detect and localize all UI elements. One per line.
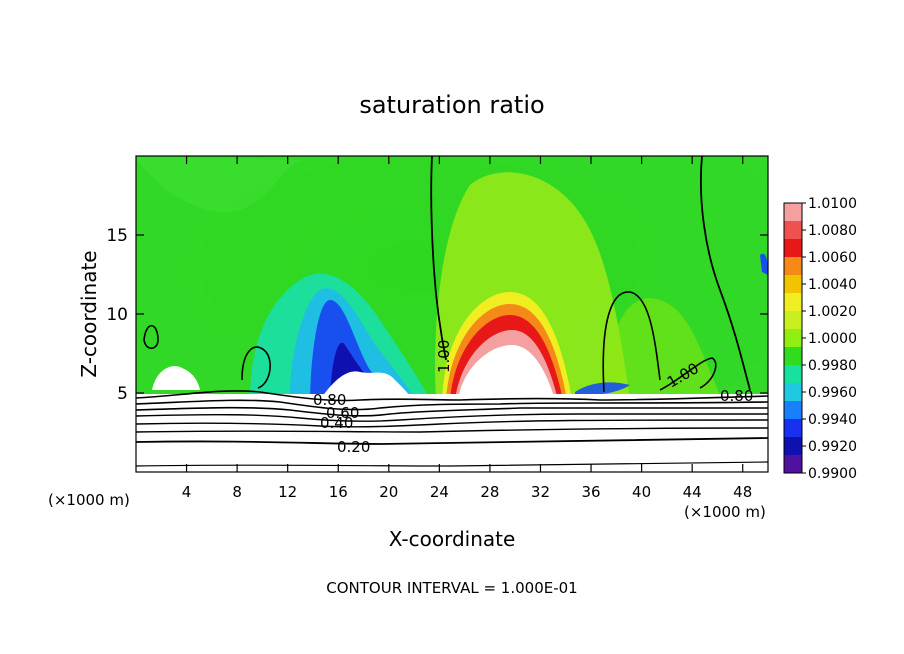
contour-0.60: [136, 406, 768, 417]
contour-label: 0.40: [320, 414, 353, 432]
x-axis-label: X-coordinate: [389, 527, 516, 551]
colorbar-label: 1.0000: [808, 331, 857, 347]
colorbar-swatch: [784, 275, 802, 294]
colorbar-swatch: [784, 401, 802, 420]
colorbar-swatch: [784, 347, 802, 366]
colorbar-swatch: [784, 293, 802, 312]
y-tick-label: 5: [117, 384, 128, 404]
field-region-yellowgreen-right: [600, 298, 720, 400]
colorbar-swatch: [784, 365, 802, 384]
x-tick-label: 16: [329, 483, 348, 501]
contour-interval-note: CONTOUR INTERVAL = 1.000E-01: [326, 579, 577, 597]
colorbar-swatch: [784, 239, 802, 258]
contour-0.70: [136, 399, 768, 411]
colorbar-swatch: [784, 329, 802, 348]
x-tick-label: 4: [182, 483, 192, 501]
contour-0.50: [136, 413, 768, 422]
chart-title: saturation ratio: [359, 91, 544, 119]
y-axis-label: Z-coordinate: [77, 250, 101, 377]
contour-closed-mid: [241, 346, 271, 389]
colorbar-swatch: [784, 311, 802, 330]
x-tick-label: 32: [531, 483, 550, 501]
x-tick-label: 40: [632, 483, 651, 501]
contour-0.30: [136, 427, 768, 433]
contour-closed-left: [143, 324, 159, 350]
colorbar-label: 0.9960: [808, 385, 857, 401]
x-tick-label: 48: [733, 483, 752, 501]
x-tick-label: 28: [480, 483, 499, 501]
colorbar-label: 0.9900: [808, 466, 857, 482]
colorbar-label: 1.0020: [808, 304, 857, 320]
colorbar-label: 0.9940: [808, 412, 857, 428]
colorbar-label: 1.0080: [808, 223, 857, 239]
y-tick-label: 10: [106, 305, 128, 325]
colorbar-label: 1.0060: [808, 250, 857, 266]
y-axis: 5 10 15: [106, 226, 768, 404]
contour-loop-right: [602, 291, 661, 393]
contour-label: 0.80: [313, 391, 346, 409]
colorbar-label: 1.0100: [808, 196, 857, 212]
cloud-region-center: [458, 345, 555, 400]
colorbar-swatch: [784, 455, 802, 474]
field-region-lightgreen-left: [136, 156, 300, 213]
x-tick-label: 20: [379, 483, 398, 501]
x-tick-label: 24: [430, 483, 449, 501]
contour-label: 0.60: [326, 404, 359, 422]
contour-label: 0.80: [720, 387, 753, 405]
contour-0.80: [136, 390, 768, 402]
plot-area: [136, 156, 768, 472]
contour-0.10: [136, 461, 768, 467]
boundary-band: [136, 394, 768, 472]
cloud-region-left: [152, 366, 200, 390]
colorbar-label: 0.9920: [808, 439, 857, 455]
colorbar-swatch: [784, 203, 802, 222]
contour-1.00-center: [430, 156, 447, 361]
contour-0.20: [136, 437, 768, 445]
colorbar-swatch: [784, 383, 802, 402]
x-unit-right: (×1000 m): [684, 503, 766, 521]
contour-labels: 1.00 1.00 0.80 0.60 0.40 0.20 0.80: [313, 340, 753, 456]
colorbar-label: 1.0040: [808, 277, 857, 293]
contour-1.00-right: [700, 156, 751, 391]
colorbar-swatch: [784, 257, 802, 276]
blue-patch-right-edge: [760, 253, 768, 275]
colorbar-swatch: [784, 419, 802, 438]
x-tick-label: 12: [278, 483, 297, 501]
contour-0.40: [136, 419, 768, 428]
colorbar: 1.0100 1.0080 1.0060 1.0040 1.0020 1.0000 0.99…: [783, 196, 857, 482]
x-axis: 4 8 12 16 20 24 28 32 36 40 44 48: [182, 156, 752, 501]
blue-patch-right: [575, 382, 630, 396]
x-tick-label: 36: [581, 483, 600, 501]
colorbar-swatch: [784, 221, 802, 240]
contour-label: 1.00: [435, 340, 453, 373]
colorbar-label: 0.9980: [808, 358, 857, 374]
contour-1.00-lower-right: [659, 357, 717, 391]
colorbar-swatch: [784, 437, 802, 456]
x-tick-label: 8: [232, 483, 242, 501]
contour-label: 0.20: [337, 438, 370, 456]
x-unit-left: (×1000 m): [48, 491, 130, 509]
cloud-region-middle: [320, 371, 412, 400]
x-tick-label: 44: [683, 483, 702, 501]
y-tick-label: 15: [106, 226, 128, 246]
